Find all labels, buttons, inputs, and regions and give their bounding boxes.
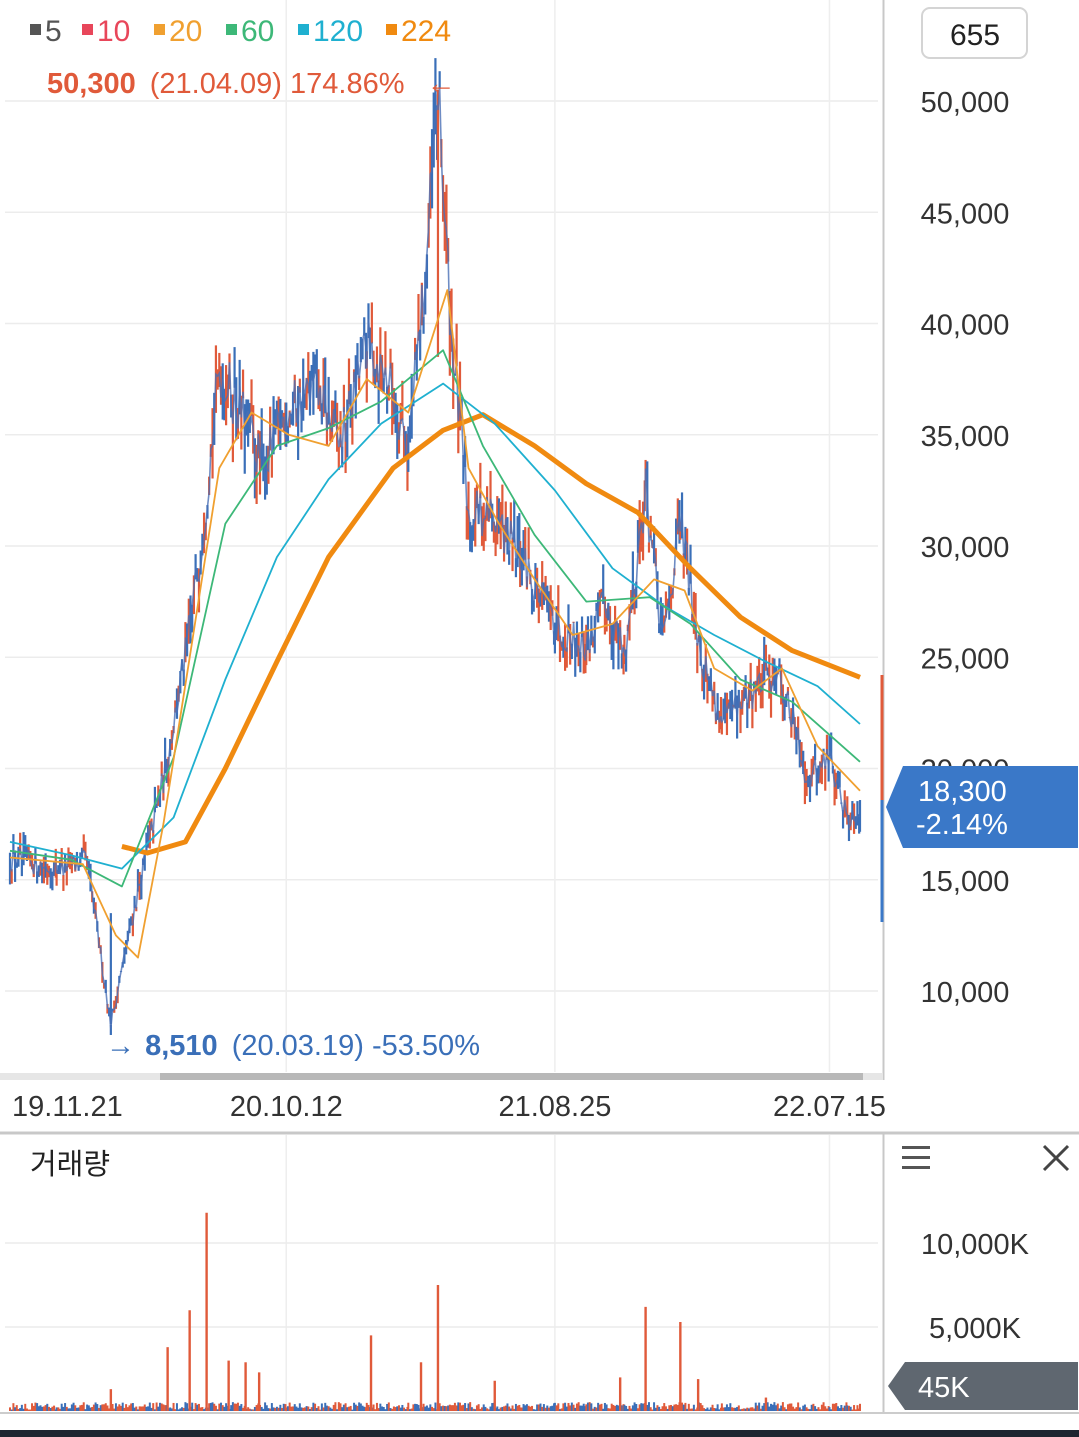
min-price-detail: (20.03.19) -53.50%	[232, 1030, 480, 1062]
date-axis: 19.11.21 20.10.12 21.08.25 22.07.15	[12, 1091, 886, 1123]
volume-series	[9, 1212, 861, 1411]
legend-label-120: 120	[313, 15, 363, 48]
max-price-value: 50,300	[47, 68, 136, 100]
min-price-value: 8,510	[145, 1030, 218, 1062]
legend-swatch-120	[298, 24, 309, 35]
scrollbar-thumb[interactable]	[160, 1073, 863, 1080]
count-box[interactable]	[921, 7, 1028, 59]
legend-label-60: 60	[241, 15, 274, 48]
price-tick-label: 50,000	[921, 87, 1010, 119]
date-tick-label: 21.08.25	[498, 1091, 611, 1123]
close-icon[interactable]	[1042, 1144, 1070, 1172]
price-tick-label: 10,000	[921, 977, 1010, 1009]
legend-label-10: 10	[97, 15, 130, 48]
max-price-arrow: ←	[427, 68, 456, 100]
legend-label-20: 20	[169, 15, 202, 48]
price-tick-label: 35,000	[921, 421, 1010, 453]
current-volume-tag	[888, 1362, 1078, 1410]
legend-swatch-60	[226, 24, 237, 35]
price-tick-label: 15,000	[921, 866, 1010, 898]
price-series	[8, 58, 862, 1035]
min-price-annotation: → 8,510 (20.03.19) -53.50%	[106, 1030, 480, 1062]
price-tick-label: 25,000	[921, 643, 1010, 675]
legend-label-5: 5	[45, 15, 62, 48]
current-volume-value: 45K	[918, 1372, 970, 1404]
current-price-change: -2.14%	[916, 809, 1008, 841]
price-axis: 50,00045,00040,00035,00030,00025,00020,0…	[921, 87, 1010, 1009]
legend-label-224: 224	[401, 15, 451, 48]
max-price-detail: (21.04.09) 174.86%	[150, 68, 405, 100]
price-tick-label: 40,000	[921, 310, 1010, 342]
legend-swatch-224	[386, 24, 397, 35]
current-price-value: 18,300	[918, 776, 1007, 808]
volume-grid	[5, 1242, 878, 1328]
date-tick-label: 22.07.15	[773, 1091, 886, 1123]
hamburger-menu-icon[interactable]	[902, 1146, 930, 1169]
volume-tick-label: 5,000K	[929, 1313, 1022, 1345]
date-grid	[285, 0, 831, 1412]
price-tick-label: 45,000	[921, 198, 1010, 230]
date-tick-label: 19.11.21	[12, 1091, 123, 1123]
bottom-bar	[0, 1430, 1079, 1437]
max-price-annotation: 50,300 (21.04.09) 174.86% ←	[47, 68, 456, 100]
volume-axis: 10,000K 5,000K	[921, 1229, 1030, 1345]
current-price-tag	[886, 766, 1078, 848]
ma-line-20	[9, 289, 861, 959]
ma-line-60	[9, 349, 861, 888]
min-price-arrow: →	[106, 1030, 135, 1062]
moving-average-lines	[9, 289, 861, 959]
price-line	[9, 87, 861, 1029]
legend-swatch-10	[82, 24, 93, 35]
ma-line-120	[9, 382, 861, 870]
volume-tick-label: 10,000K	[921, 1229, 1030, 1261]
moving-average-legend: 5 10 20 60 120 224	[30, 15, 451, 48]
volume-panel-title: 거래량	[30, 1149, 110, 1181]
date-tick-label: 20.10.12	[230, 1091, 343, 1123]
legend-swatch-20	[154, 24, 165, 35]
price-grid	[5, 100, 878, 992]
count-box-value: 655	[950, 19, 1000, 52]
price-tick-label: 30,000	[921, 532, 1010, 564]
legend-swatch-5	[30, 24, 41, 35]
